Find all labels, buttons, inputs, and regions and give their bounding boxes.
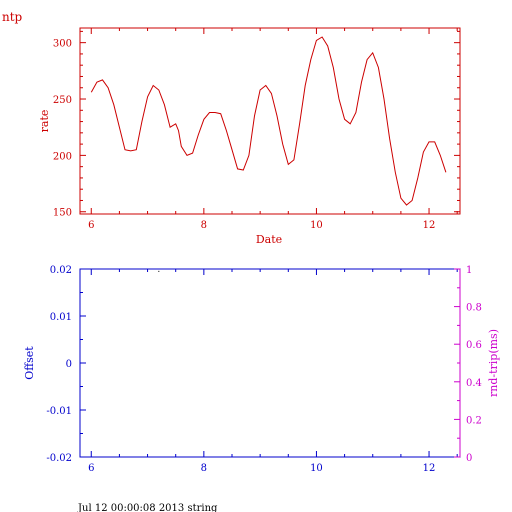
rnd-trip-axis-label: rnd-trip(ms) bbox=[487, 329, 500, 397]
rnd-trip-tick-label: 1 bbox=[466, 265, 472, 276]
rate-y-tick-labels: 150 200 250 300 bbox=[53, 39, 72, 219]
offset-y-tick-labels: -0.02 -0.01 0 0.01 0.02 bbox=[46, 265, 72, 464]
offset-series bbox=[158, 270, 160, 272]
rate-y-axis-label: rate bbox=[38, 110, 51, 133]
rate-y-tick-label: 150 bbox=[53, 208, 72, 219]
rnd-trip-tick-label: 0.6 bbox=[466, 340, 482, 351]
offset-x-tick-label: 12 bbox=[423, 463, 436, 474]
rate-x-tick-label: 12 bbox=[423, 220, 436, 231]
offset-chart: 6 8 10 12 -0.02 -0.01 0 0.01 0.02 0 0.2 0.4 0.6 0.8… bbox=[23, 265, 500, 474]
rnd-trip-tick-label: 0 bbox=[466, 453, 472, 464]
rate-x-tick-labels: 6 8 10 12 bbox=[88, 220, 435, 231]
rate-axis-ticks bbox=[80, 28, 460, 214]
offset-x-tick-label: 8 bbox=[201, 463, 207, 474]
offset-y-tick-label: -0.02 bbox=[46, 453, 72, 464]
offset-x-tick-label: 6 bbox=[88, 463, 94, 474]
rate-x-axis-label: Date bbox=[256, 233, 282, 246]
offset-axis-ticks bbox=[80, 268, 460, 458]
rate-x-tick-label: 10 bbox=[310, 220, 323, 231]
rnd-trip-tick-label: 0.4 bbox=[466, 378, 482, 389]
rate-y-tick-label: 200 bbox=[53, 151, 72, 162]
offset-x-tick-labels: 6 8 10 12 bbox=[88, 463, 435, 474]
offset-plot-frame bbox=[79, 268, 461, 458]
rate-y-tick-label: 300 bbox=[53, 39, 72, 50]
rate-x-tick-label: 6 bbox=[88, 220, 94, 231]
offset-y-tick-label: 0.02 bbox=[50, 265, 72, 276]
rate-plot-frame bbox=[79, 27, 461, 215]
offset-y-tick-label: -0.01 bbox=[46, 406, 72, 417]
offset-y-tick-label: 0.01 bbox=[50, 312, 72, 323]
rate-y-tick-label: 250 bbox=[53, 95, 72, 106]
offset-y-axis-label: Offset bbox=[23, 346, 36, 380]
offset-point bbox=[158, 270, 160, 272]
rnd-trip-tick-label: 0.2 bbox=[466, 415, 482, 426]
footer-timestamp: Jul 12 00:00:08 2013 string bbox=[77, 503, 218, 512]
rate-chart: 6 8 10 12 150 200 250 300 Date rate bbox=[38, 27, 461, 246]
offset-x-tick-label: 10 bbox=[310, 463, 323, 474]
figure-label: ntp bbox=[2, 10, 23, 24]
rate-series-line bbox=[90, 36, 447, 206]
rnd-trip-tick-label: 0.8 bbox=[466, 303, 482, 314]
rate-x-tick-label: 8 bbox=[201, 220, 207, 231]
offset-y-tick-label: 0 bbox=[66, 359, 72, 370]
rnd-trip-tick-labels: 0 0.2 0.4 0.6 0.8 1 bbox=[466, 265, 482, 464]
